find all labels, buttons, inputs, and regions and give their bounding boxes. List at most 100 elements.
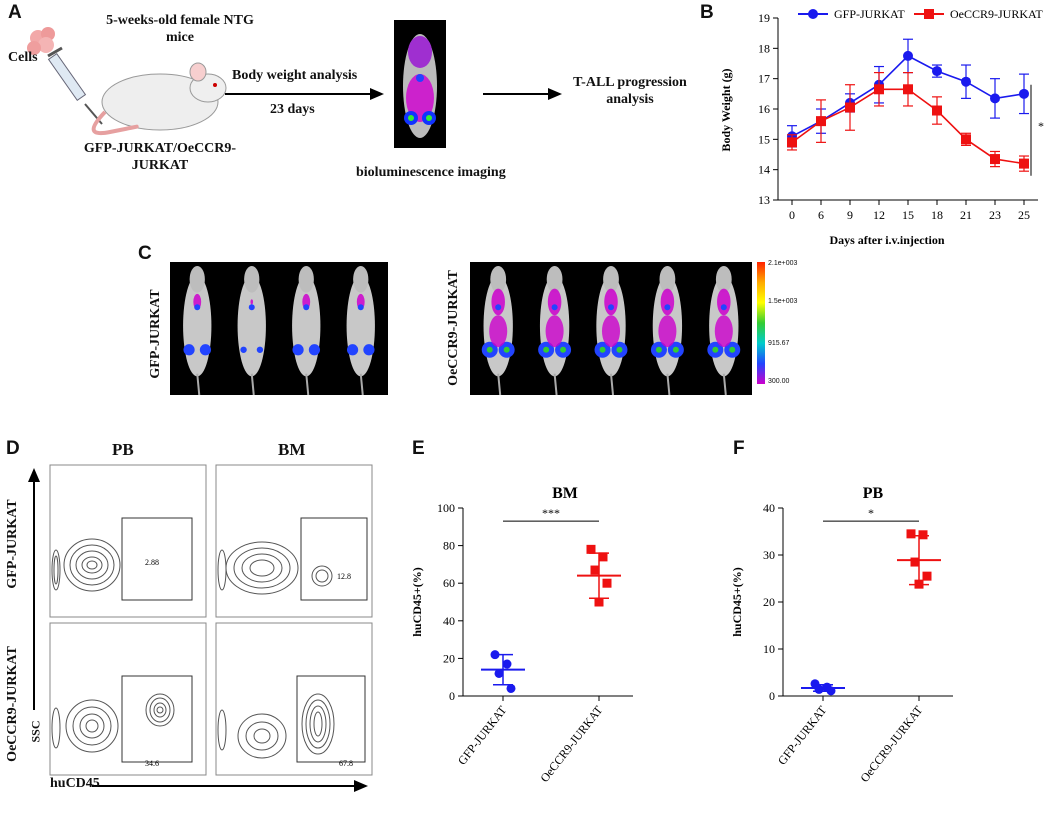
mouse-head <box>659 265 676 293</box>
significance-label: *** <box>542 506 560 520</box>
signal-region <box>660 288 675 316</box>
panel-label-e: E <box>412 438 425 459</box>
bm-scatter-chart: BM 0 20 40 60 80 100 huCD45+(%) GFP-JURKAT OeCCR… <box>410 485 633 785</box>
cells-label: Cells <box>8 50 38 65</box>
data-point <box>990 93 1000 104</box>
x-axis-label: Days after i.v.injection <box>829 233 944 247</box>
group-label-ccr9-container: OeCCR9-JURKAT <box>442 262 466 395</box>
mouse-figure <box>292 265 321 396</box>
chart-title-pb: PB <box>863 485 884 502</box>
row-label-ccr9: OeCCR9-JURKAT <box>5 646 20 762</box>
signal-region <box>363 344 375 356</box>
scale-label-max: 2.1e+003 <box>768 260 798 267</box>
mouse-figure <box>594 265 628 396</box>
mice-svg <box>183 265 375 396</box>
signal-core <box>608 304 614 311</box>
y-tick-label: 14 <box>758 163 770 177</box>
signal-region <box>292 344 304 356</box>
data-point <box>874 84 884 95</box>
x-tick-label: GFP-JURKAT <box>455 703 510 768</box>
x-axis-label-hucd45: huCD45 <box>50 776 100 791</box>
syringe-icon <box>47 46 103 125</box>
data-point <box>932 105 942 116</box>
signal-region <box>491 288 505 316</box>
data-point <box>918 530 928 540</box>
data-point <box>1019 158 1029 169</box>
panel-label-a: A <box>8 2 22 23</box>
signal-core <box>616 346 623 353</box>
mouse-tail <box>196 373 201 396</box>
signal-core <box>712 346 719 353</box>
y-tick-label: 40 <box>763 501 775 515</box>
mouse-head <box>298 265 314 293</box>
signal-region <box>601 315 621 348</box>
progression-label: T-ALL progression analysis <box>573 75 687 107</box>
signal-region <box>250 299 254 305</box>
groups-label: GFP-JURKAT/OeCCR9-JURKAT <box>83 141 237 173</box>
y-tick-label: 13 <box>758 193 770 207</box>
signal-region <box>489 315 508 348</box>
col-label-pb: PB <box>112 440 134 459</box>
gate-value-gfp-pb: 2.88 <box>145 558 159 567</box>
x-tick-label: 12 <box>873 208 885 222</box>
gate-value-ccr9-pb: 34.6 <box>145 759 159 768</box>
mouse-figure <box>183 265 212 396</box>
data-point <box>932 66 942 77</box>
data-point <box>816 116 826 127</box>
signal-core <box>248 304 255 311</box>
group-label-ccr9: OeCCR9-JURKAT <box>446 270 461 386</box>
y-tick-label: 18 <box>758 41 770 55</box>
data-point <box>598 552 608 562</box>
data-point <box>845 102 855 113</box>
y-tick-label: 10 <box>763 642 775 656</box>
bioluminescence-image <box>394 20 446 148</box>
gate-value-ccr9-bm: 67.8 <box>339 759 353 768</box>
mouse-head <box>715 265 732 293</box>
panel-label-b: B <box>700 2 714 23</box>
mouse-figure <box>707 265 741 396</box>
y-tick-label: 100 <box>437 501 455 515</box>
body-weight-label: Body weight analysis <box>232 68 358 83</box>
legend-marker-gfp <box>808 9 818 19</box>
x-tick-label: 9 <box>847 208 853 222</box>
mice-description: 5-weeks-old female NTG mice <box>106 13 254 45</box>
x-tick-label: OeCCR9-JURKAT <box>857 703 925 785</box>
signal-region <box>545 315 564 348</box>
signal-core <box>303 304 310 311</box>
x-tick-label: 6 <box>818 208 824 222</box>
data-point <box>961 76 971 87</box>
signal-region <box>658 315 677 348</box>
data-point <box>590 565 600 575</box>
imaging-label: bioluminescence imaging <box>356 165 506 180</box>
y-tick-label: 60 <box>443 576 455 590</box>
y-tick-label: 20 <box>763 595 775 609</box>
signal-core <box>664 304 671 311</box>
signal-core <box>720 304 727 311</box>
x-tick-label: 25 <box>1018 208 1030 222</box>
signal-region <box>240 346 247 353</box>
mouse-head <box>546 265 563 293</box>
data-point <box>922 571 932 581</box>
data-point <box>903 50 913 61</box>
signal-core <box>560 346 567 353</box>
y-tick-label: 20 <box>443 651 455 665</box>
group-label-gfp-container: GFP-JURKAT <box>145 280 167 390</box>
data-point <box>814 684 824 694</box>
mouse-tail <box>250 373 255 396</box>
mouse-icon <box>91 62 227 135</box>
signal-core <box>495 304 502 311</box>
gfp-mice-image <box>170 262 388 396</box>
plot-ccr9-pb <box>49 622 207 776</box>
data-point <box>1019 88 1029 99</box>
mouse-tail <box>497 373 502 396</box>
arrow-2 <box>483 88 562 100</box>
signal-region <box>256 346 264 353</box>
scale-label-high: 1.5e+003 <box>768 298 798 305</box>
legend-marker-ccr9 <box>924 9 934 19</box>
signal-region <box>183 344 195 356</box>
x-tick-label: GFP-JURKAT <box>775 703 830 768</box>
arrow-1 <box>225 88 384 100</box>
data-point <box>990 154 1000 165</box>
mouse-head <box>244 265 260 293</box>
data-point <box>502 659 512 669</box>
